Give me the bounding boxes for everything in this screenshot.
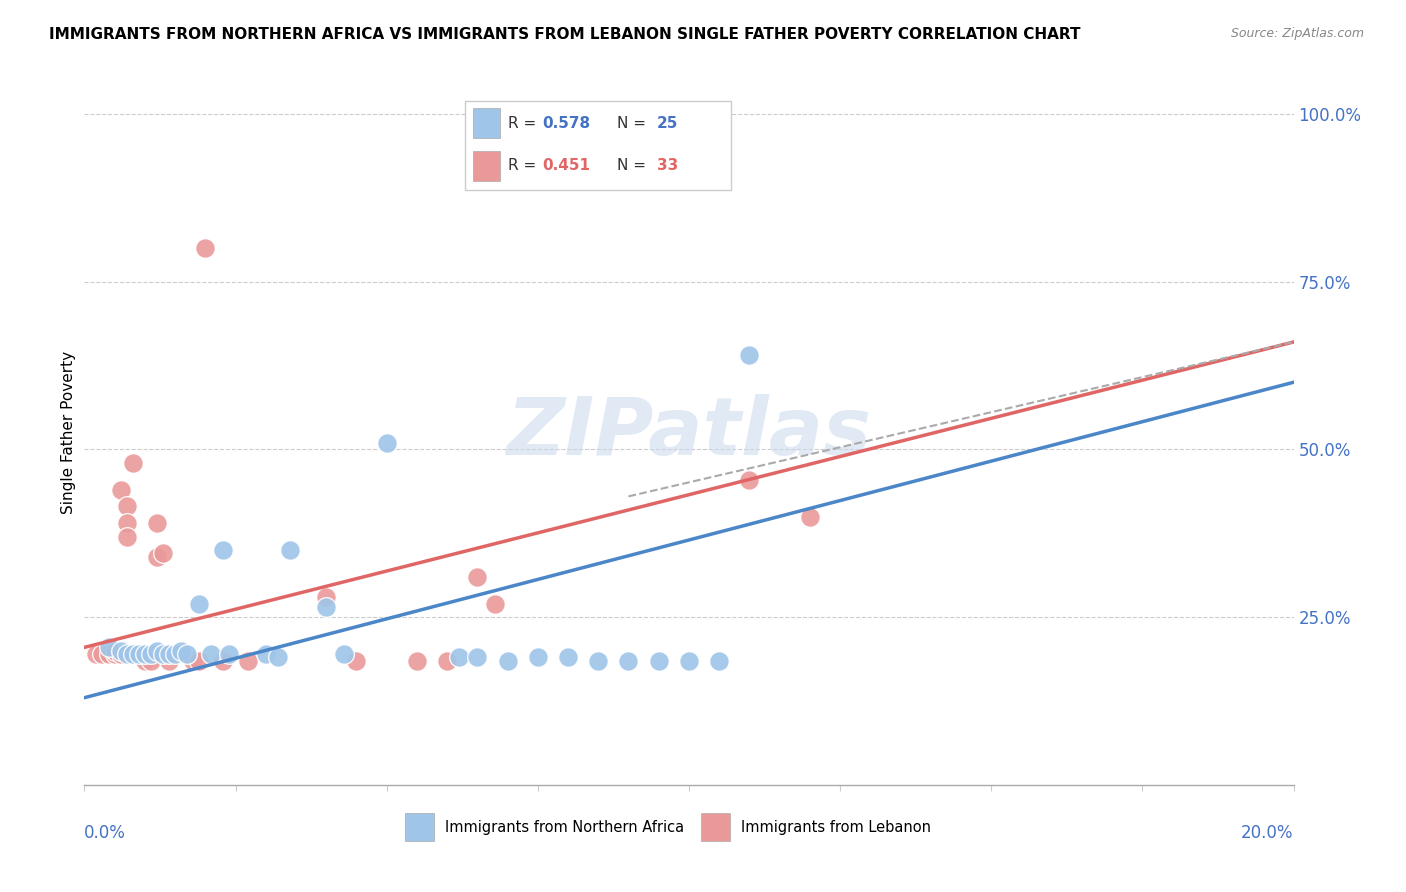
Point [104, 644, 127, 658]
Point [170, 644, 193, 658]
Point [617, 654, 640, 668]
Point [157, 654, 180, 668]
Point [128, 647, 150, 661]
Point [146, 549, 169, 564]
Point [176, 647, 198, 661]
Point [315, 590, 337, 604]
Point [110, 647, 132, 661]
Point [146, 516, 169, 531]
Point [254, 647, 277, 661]
Point [799, 509, 821, 524]
Point [115, 530, 138, 544]
Text: Source: ZipAtlas.com: Source: ZipAtlas.com [1230, 27, 1364, 40]
Text: ZIPatlas: ZIPatlas [506, 393, 872, 472]
Point [218, 647, 240, 661]
Point [139, 647, 162, 661]
Point [194, 241, 217, 255]
Point [110, 644, 132, 658]
Text: 20.0%: 20.0% [1241, 823, 1294, 842]
Point [165, 647, 187, 661]
Point [267, 650, 290, 665]
Point [709, 654, 731, 668]
Point [678, 654, 700, 668]
Point [157, 647, 180, 661]
Point [467, 570, 489, 584]
Point [188, 654, 211, 668]
Point [86, 647, 108, 661]
Point [110, 483, 132, 497]
Point [212, 654, 235, 668]
Point [104, 647, 127, 661]
Point [146, 644, 169, 658]
Point [436, 654, 458, 668]
Point [200, 647, 222, 661]
Point [738, 473, 761, 487]
Point [738, 348, 761, 362]
Point [121, 647, 143, 661]
Point [278, 543, 301, 558]
Point [115, 500, 138, 514]
Text: IMMIGRANTS FROM NORTHERN AFRICA VS IMMIGRANTS FROM LEBANON SINGLE FATHER POVERTY: IMMIGRANTS FROM NORTHERN AFRICA VS IMMIG… [49, 27, 1081, 42]
Point [406, 654, 429, 668]
Point [527, 650, 550, 665]
Point [134, 647, 156, 661]
Point [134, 647, 156, 661]
Point [375, 435, 398, 450]
Point [484, 597, 506, 611]
Point [134, 654, 156, 668]
Point [121, 647, 143, 661]
Point [115, 516, 138, 531]
Point [333, 647, 356, 661]
Point [212, 543, 235, 558]
Point [121, 456, 143, 470]
Text: 0.0%: 0.0% [84, 823, 127, 842]
Point [188, 597, 211, 611]
Point [152, 647, 174, 661]
Point [97, 640, 120, 655]
Point [449, 650, 471, 665]
Point [557, 650, 579, 665]
Point [588, 654, 610, 668]
Point [467, 650, 489, 665]
Point [236, 654, 259, 668]
Point [139, 654, 162, 668]
Point [346, 654, 368, 668]
Point [97, 647, 120, 661]
Point [648, 654, 671, 668]
Point [315, 600, 337, 615]
Point [91, 647, 114, 661]
Point [181, 654, 204, 668]
Y-axis label: Single Father Poverty: Single Father Poverty [60, 351, 76, 514]
Point [152, 546, 174, 560]
Point [128, 647, 150, 661]
Point [115, 647, 138, 661]
Point [496, 654, 519, 668]
